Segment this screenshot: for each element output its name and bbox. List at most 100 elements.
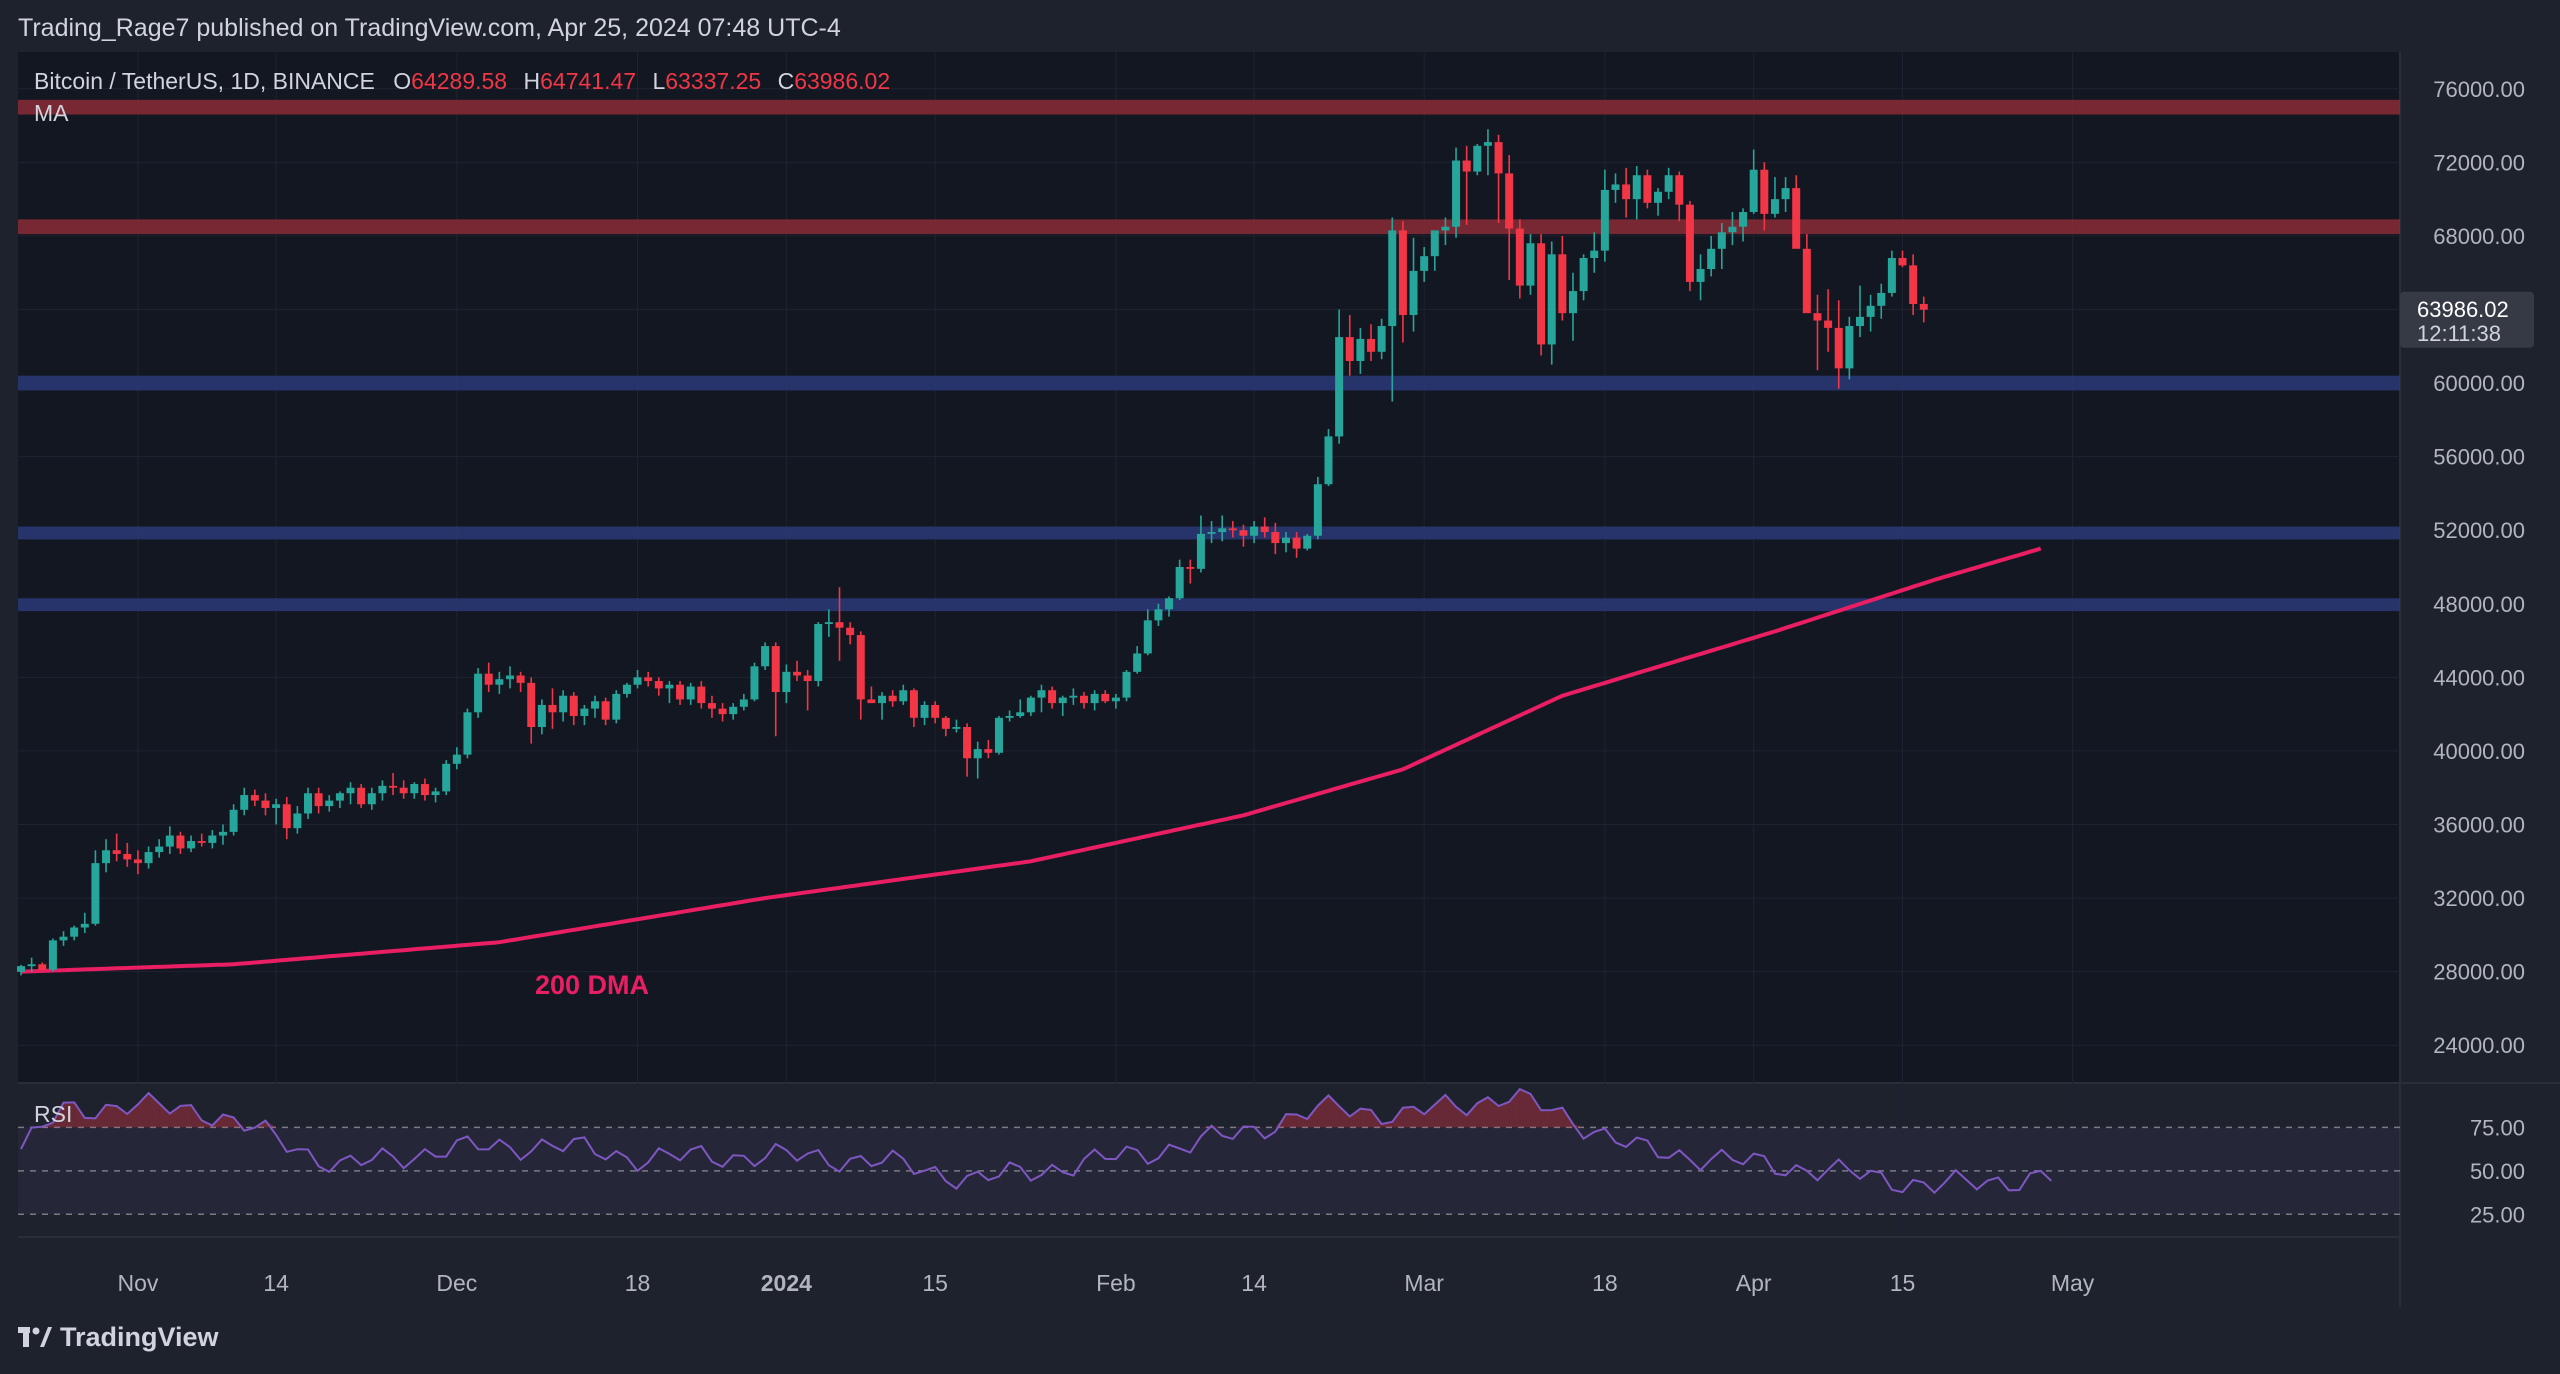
candle bbox=[729, 703, 738, 720]
candlestick-series[interactable] bbox=[17, 129, 1928, 976]
candle-body bbox=[1441, 226, 1450, 231]
candle bbox=[527, 677, 536, 744]
rsi-overbought-fill bbox=[1307, 1105, 1318, 1128]
rsi-overbought-fill bbox=[1296, 1114, 1308, 1128]
candle bbox=[1069, 688, 1078, 705]
candle bbox=[1037, 684, 1046, 713]
candle bbox=[697, 681, 706, 709]
candle-body bbox=[537, 704, 546, 728]
rsi-tick-label: 75.00 bbox=[2470, 1115, 2525, 1140]
main-pane-bg bbox=[18, 52, 2400, 1082]
candle bbox=[1016, 699, 1025, 718]
candle bbox=[984, 739, 993, 759]
candle-body bbox=[1622, 184, 1631, 200]
candle bbox=[548, 688, 557, 729]
candle-body bbox=[38, 964, 47, 970]
tradingview-brand: TradingView bbox=[60, 1322, 219, 1352]
candle-body bbox=[27, 964, 36, 967]
candle-body bbox=[91, 863, 100, 924]
candle-body bbox=[1675, 175, 1684, 205]
candle-body bbox=[1739, 212, 1748, 227]
candle bbox=[1622, 167, 1631, 218]
price-tick-label: 24000.00 bbox=[2433, 1033, 2525, 1058]
candle bbox=[750, 662, 759, 702]
candle bbox=[1909, 254, 1918, 316]
candle bbox=[803, 670, 812, 711]
candle-body bbox=[622, 684, 631, 694]
candle bbox=[686, 682, 695, 705]
price-tick-label: 68000.00 bbox=[2433, 224, 2525, 249]
candle-body bbox=[1728, 226, 1737, 233]
candle bbox=[878, 692, 887, 720]
candle bbox=[1111, 693, 1120, 709]
candle bbox=[1260, 517, 1269, 538]
candle bbox=[1165, 596, 1174, 617]
candle-body bbox=[1547, 254, 1556, 345]
candle bbox=[1898, 250, 1907, 268]
rsi-overbought-fill bbox=[1254, 1126, 1265, 1128]
low-value: 63337.25 bbox=[665, 68, 761, 94]
candle-body bbox=[1654, 191, 1663, 203]
candle bbox=[1770, 177, 1779, 218]
candle-body bbox=[1845, 326, 1854, 369]
candle-body bbox=[1685, 204, 1694, 282]
open-label: O bbox=[393, 68, 411, 94]
candle bbox=[1547, 241, 1556, 365]
candle-body bbox=[346, 787, 355, 794]
candle bbox=[389, 773, 398, 796]
candle-body bbox=[261, 800, 270, 808]
candle-body bbox=[654, 681, 663, 689]
candle-body bbox=[250, 795, 259, 801]
rsi-overbought-fill bbox=[1339, 1106, 1350, 1128]
candle-body bbox=[1398, 230, 1407, 316]
candle-body bbox=[325, 800, 334, 807]
candle-body bbox=[1111, 697, 1120, 702]
price-tick-label: 48000.00 bbox=[2433, 592, 2525, 617]
candle-body bbox=[112, 850, 121, 854]
rsi-overbought-fill bbox=[1349, 1108, 1361, 1128]
candle-body bbox=[1887, 258, 1896, 293]
rsi-axis-ticks: 75.00 50.00 25.00 bbox=[2470, 1115, 2525, 1227]
candle-body bbox=[17, 966, 25, 972]
candle bbox=[282, 796, 291, 840]
tradingview-logo[interactable]: TradingView bbox=[18, 1322, 219, 1353]
candle-body bbox=[1292, 537, 1301, 549]
candle bbox=[452, 747, 461, 770]
candle bbox=[707, 695, 716, 718]
candle bbox=[38, 962, 47, 970]
rsi-label[interactable]: RSI bbox=[34, 1101, 72, 1127]
candle bbox=[1473, 143, 1482, 176]
rsi-overbought-fill bbox=[74, 1102, 85, 1128]
candle-body bbox=[1781, 188, 1790, 200]
price-tick-label: 40000.00 bbox=[2433, 739, 2525, 764]
candle-body bbox=[676, 684, 685, 700]
close-value: 63986.02 bbox=[794, 68, 890, 94]
rsi-tick-label: 25.00 bbox=[2470, 1202, 2525, 1227]
candle bbox=[1834, 300, 1843, 389]
candle bbox=[1696, 254, 1705, 301]
candle bbox=[1664, 167, 1673, 200]
candle-body bbox=[1760, 169, 1769, 214]
candle bbox=[495, 671, 504, 694]
candle-body bbox=[1335, 337, 1344, 437]
candle bbox=[1887, 250, 1896, 297]
candle bbox=[133, 850, 142, 875]
indicator-ma-label[interactable]: MA bbox=[34, 100, 69, 126]
candle bbox=[505, 666, 514, 689]
candle bbox=[1356, 327, 1365, 374]
candle-body bbox=[1877, 292, 1886, 306]
candle bbox=[1196, 515, 1205, 573]
candle bbox=[1749, 149, 1758, 214]
candle bbox=[537, 699, 546, 735]
candle bbox=[1866, 294, 1875, 332]
candle bbox=[1324, 429, 1333, 487]
candle-body bbox=[272, 804, 281, 808]
candle-body bbox=[644, 677, 653, 682]
candle-body bbox=[1239, 530, 1248, 536]
candle-body bbox=[282, 804, 291, 829]
candle bbox=[208, 830, 217, 849]
candle-body bbox=[1632, 175, 1641, 200]
candle-body bbox=[1452, 160, 1461, 227]
candle-body bbox=[1356, 338, 1365, 361]
